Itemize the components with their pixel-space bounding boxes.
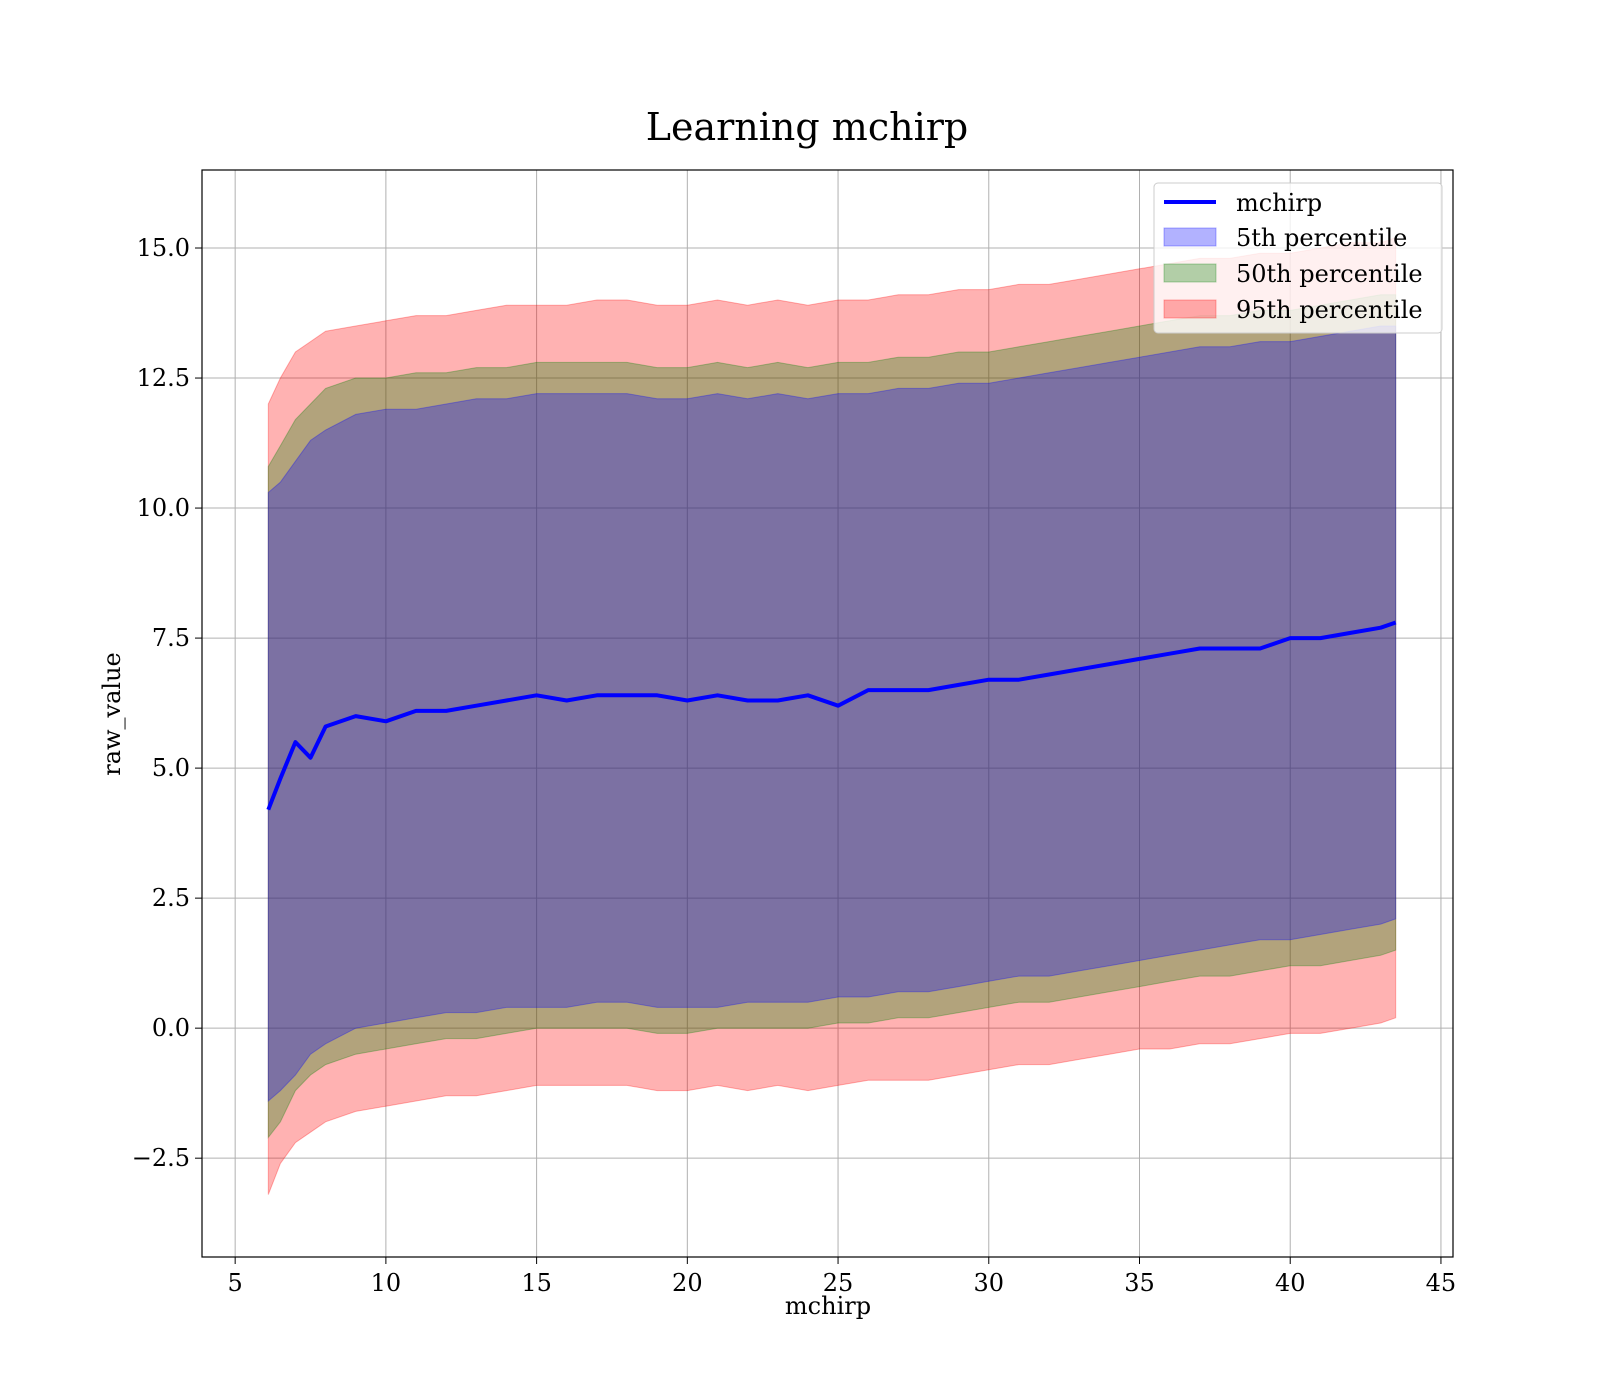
x-tick-label: 35 — [1124, 1269, 1155, 1297]
legend: mchirp 5th percentile 50th percentile 95… — [1153, 182, 1443, 334]
x-tick-label: 10 — [371, 1269, 402, 1297]
legend-label-mchirp: mchirp — [1236, 189, 1322, 217]
y-tick-label: 7.5 — [152, 624, 190, 652]
x-tick-label: 40 — [1275, 1269, 1306, 1297]
x-tick-label: 25 — [823, 1269, 854, 1297]
grid — [202, 170, 1453, 1257]
x-axis-ticks: 5 10 15 20 25 30 35 40 45 — [228, 1257, 1457, 1297]
x-tick-label: 45 — [1426, 1269, 1457, 1297]
legend-swatch-50th-percentile — [1163, 263, 1217, 283]
y-tick-label: 12.5 — [137, 364, 190, 392]
percentile-bands — [267, 236, 1397, 1195]
plot-frame — [201, 169, 1454, 1258]
legend-frame — [1153, 182, 1443, 334]
y-tick-label: 15.0 — [137, 234, 190, 262]
y-tick-label: 10.0 — [137, 494, 190, 522]
band-50th-percentile — [267, 294, 1397, 1139]
x-tick-label: 30 — [974, 1269, 1005, 1297]
x-tick-label: 20 — [672, 1269, 703, 1297]
mchirp-line-layer — [266, 620, 1397, 811]
x-tick-label: 15 — [521, 1269, 552, 1297]
x-axis-label: mchirp — [785, 1292, 871, 1320]
band-5th-percentile — [267, 325, 1397, 1103]
y-tick-label: 5.0 — [152, 754, 190, 782]
y-axis-label: raw_value — [98, 652, 126, 776]
y-tick-label: 0.0 — [152, 1014, 190, 1042]
x-tick-label: 5 — [228, 1269, 243, 1297]
plot-area — [201, 169, 1454, 1258]
band-95th-percentile — [267, 236, 1397, 1195]
legend-swatch-95th-percentile — [1163, 299, 1217, 319]
y-tick-label: 2.5 — [152, 884, 190, 912]
y-axis-ticks: −2.5 0.0 2.5 5.0 7.5 10.0 12.5 15.0 — [132, 234, 202, 1172]
chart-title: Learning mchirp — [646, 105, 968, 149]
legend-swatch-5th-percentile — [1163, 227, 1217, 247]
legend-label-50th-percentile: 50th percentile — [1236, 260, 1423, 288]
legend-label-95th-percentile: 95th percentile — [1236, 296, 1423, 324]
y-tick-label: −2.5 — [132, 1144, 190, 1172]
line-mchirp — [266, 620, 1397, 811]
legend-label-5th-percentile: 5th percentile — [1236, 224, 1407, 252]
